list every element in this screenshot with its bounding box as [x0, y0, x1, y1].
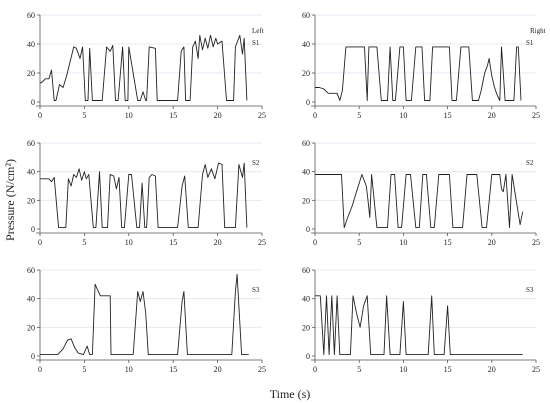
x-tick-label: 25	[532, 238, 540, 247]
x-tick-label: 20	[214, 365, 222, 374]
y-tick-label: 0	[306, 225, 310, 234]
x-tick-label: 0	[313, 111, 317, 120]
left-column-label: Left	[252, 27, 264, 35]
panel-label: S2	[526, 159, 534, 167]
panels: 0 20 40 60 0 5 10 15 20 25 S1 0 20 40 60 0 5 10 15 20 25 S1 0 2…	[27, 11, 540, 374]
x-tick-label: 10	[399, 111, 407, 120]
y-tick-label: 20	[27, 69, 35, 78]
x-tick-label: 0	[313, 365, 317, 374]
x-tick-label: 20	[488, 365, 496, 374]
panel-label: S1	[252, 39, 260, 47]
panel-label: S3	[526, 286, 534, 294]
panel-right-s1: 0 20 40 60 0 5 10 15 20 25 S1	[302, 11, 540, 120]
x-tick-label: 25	[532, 365, 540, 374]
x-tick-label: 15	[444, 238, 452, 247]
y-tick-label: 60	[302, 11, 310, 20]
x-tick-label: 5	[357, 365, 361, 374]
x-tick-label: 20	[214, 111, 222, 120]
series-line	[40, 273, 249, 356]
series-line	[39, 34, 248, 101]
x-tick-label: 5	[82, 238, 86, 247]
x-tick-label: 15	[444, 111, 452, 120]
x-tick-label: 10	[125, 365, 133, 374]
y-tick-label: 40	[27, 168, 35, 177]
panel-left-s3: 0 20 40 60 0 5 10 15 20 25 S3	[27, 266, 266, 374]
x-tick-label: 15	[444, 365, 452, 374]
y-tick-label: 60	[27, 139, 35, 148]
y-tick-label: 40	[302, 168, 310, 177]
series-line	[315, 295, 523, 356]
y-tick-label: 40	[27, 295, 35, 304]
x-tick-label: 25	[258, 365, 266, 374]
x-tick-label: 15	[169, 111, 177, 120]
y-tick-label: 40	[27, 40, 35, 49]
panel-label: S2	[252, 159, 260, 167]
y-tick-label: 20	[302, 69, 310, 78]
x-tick-label: 10	[399, 365, 407, 374]
x-tick-label: 5	[357, 238, 361, 247]
x-tick-label: 25	[258, 111, 266, 120]
panel-right-s3: 0 20 40 60 0 5 10 15 20 25 S3	[302, 266, 540, 374]
x-tick-label: 20	[488, 238, 496, 247]
x-tick-label: 20	[214, 238, 222, 247]
y-tick-label: 60	[27, 266, 35, 275]
y-tick-label: 0	[31, 225, 35, 234]
panel-left-s1: 0 20 40 60 0 5 10 15 20 25 S1	[27, 11, 266, 120]
y-axis-title: Pressure (N/cm²)	[3, 159, 17, 241]
x-tick-label: 10	[125, 111, 133, 120]
x-tick-label: 5	[82, 365, 86, 374]
x-tick-label: 10	[399, 238, 407, 247]
panel-label: S3	[252, 286, 260, 294]
series-line	[40, 162, 248, 229]
y-tick-label: 0	[306, 98, 310, 107]
x-tick-label: 0	[313, 238, 317, 247]
panel-right-s2: 0 20 40 60 0 5 10 15 20 25 S2	[302, 139, 540, 247]
x-tick-label: 20	[488, 111, 496, 120]
y-tick-label: 20	[27, 323, 35, 332]
y-tick-label: 40	[302, 295, 310, 304]
x-tick-label: 0	[38, 365, 42, 374]
x-tick-label: 5	[82, 111, 86, 120]
y-tick-label: 60	[302, 139, 310, 148]
x-tick-label: 0	[38, 111, 42, 120]
panel-left-s2: 0 20 40 60 0 5 10 15 20 25 S2	[27, 139, 266, 247]
y-tick-label: 20	[27, 196, 35, 205]
panel-label: S1	[526, 39, 534, 47]
y-tick-label: 40	[302, 40, 310, 49]
x-tick-label: 0	[38, 238, 42, 247]
x-tick-label: 25	[258, 238, 266, 247]
y-tick-label: 0	[306, 352, 310, 361]
y-tick-label: 0	[31, 98, 35, 107]
series-line	[315, 174, 524, 229]
y-tick-label: 60	[27, 11, 35, 20]
x-tick-label: 25	[532, 111, 540, 120]
x-tick-label: 10	[125, 238, 133, 247]
y-tick-label: 20	[302, 196, 310, 205]
y-tick-label: 20	[302, 323, 310, 332]
series-line	[315, 46, 522, 101]
x-tick-label: 5	[357, 111, 361, 120]
y-tick-label: 60	[302, 266, 310, 275]
y-tick-label: 0	[31, 352, 35, 361]
x-tick-label: 15	[169, 238, 177, 247]
x-tick-label: 15	[169, 365, 177, 374]
x-axis-title: Time (s)	[270, 387, 311, 401]
right-column-label: Right	[530, 27, 546, 35]
